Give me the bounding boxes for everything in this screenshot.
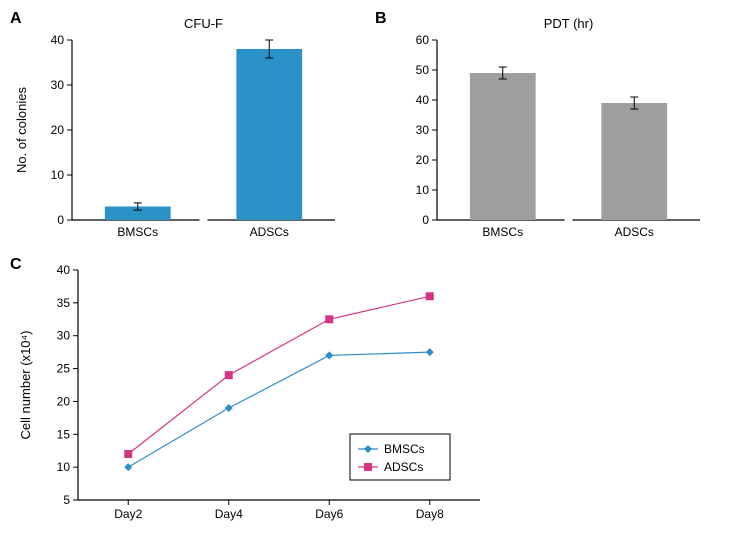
figure-container: A 0 10 20 30 40 BMSCs ADSCs CFU-F No. of colonie…: [10, 10, 740, 535]
svg-text:30: 30: [416, 123, 430, 137]
panel-b: B 0 10 20 30 40 50 60 BMSCs ADSCs PDT (hr): [375, 10, 720, 255]
svg-text:50: 50: [416, 63, 430, 77]
svg-text:BMSCs: BMSCs: [482, 225, 523, 239]
svg-text:20: 20: [57, 394, 71, 408]
top-row: A 0 10 20 30 40 BMSCs ADSCs CFU-F No. of colonie…: [10, 10, 740, 255]
svg-text:30: 30: [57, 329, 71, 343]
svg-text:BMSCs: BMSCs: [384, 442, 425, 456]
panel-a-chart: 0 10 20 30 40 BMSCs ADSCs CFU-F No. of colonies: [10, 10, 355, 250]
svg-text:CFU-F: CFU-F: [184, 16, 223, 31]
svg-text:PDT (hr): PDT (hr): [544, 16, 594, 31]
svg-text:10: 10: [416, 183, 430, 197]
svg-text:ADSCs: ADSCs: [615, 225, 654, 239]
svg-text:ADSCs: ADSCs: [384, 460, 423, 474]
svg-text:30: 30: [51, 78, 65, 92]
panel-c: C 5 10 15 20 25 30 35 40 Day2 Day4 Day6 Day8 Cell nu…: [10, 250, 740, 535]
svg-text:Day4: Day4: [215, 507, 243, 521]
svg-text:0: 0: [422, 213, 429, 227]
svg-text:40: 40: [416, 93, 430, 107]
svg-text:5: 5: [63, 493, 70, 507]
svg-text:Cell number (x10⁴): Cell number (x10⁴): [18, 331, 33, 440]
svg-text:40: 40: [57, 263, 71, 277]
svg-text:15: 15: [57, 427, 71, 441]
svg-text:ADSCs: ADSCs: [250, 225, 289, 239]
panel-a-label: A: [10, 10, 22, 28]
svg-text:40: 40: [51, 33, 65, 47]
panel-c-chart: 5 10 15 20 25 30 35 40 Day2 Day4 Day6 Day8 Cell numb…: [10, 250, 510, 530]
panel-c-label: C: [10, 256, 22, 274]
svg-text:0: 0: [57, 213, 64, 227]
panel-b-label: B: [375, 10, 387, 28]
svg-text:Day2: Day2: [114, 507, 142, 521]
svg-text:Day8: Day8: [416, 507, 444, 521]
svg-text:10: 10: [57, 460, 71, 474]
svg-text:35: 35: [57, 296, 71, 310]
svg-text:BMSCs: BMSCs: [117, 225, 158, 239]
panel-a: A 0 10 20 30 40 BMSCs ADSCs CFU-F No. of colonie…: [10, 10, 355, 255]
svg-text:Day6: Day6: [315, 507, 343, 521]
svg-text:20: 20: [51, 123, 65, 137]
svg-text:No. of colonies: No. of colonies: [14, 87, 29, 173]
svg-text:10: 10: [51, 168, 65, 182]
panel-b-chart: 0 10 20 30 40 50 60 BMSCs ADSCs PDT (hr): [375, 10, 720, 250]
svg-text:25: 25: [57, 362, 71, 376]
svg-text:20: 20: [416, 153, 430, 167]
svg-text:60: 60: [416, 33, 430, 47]
